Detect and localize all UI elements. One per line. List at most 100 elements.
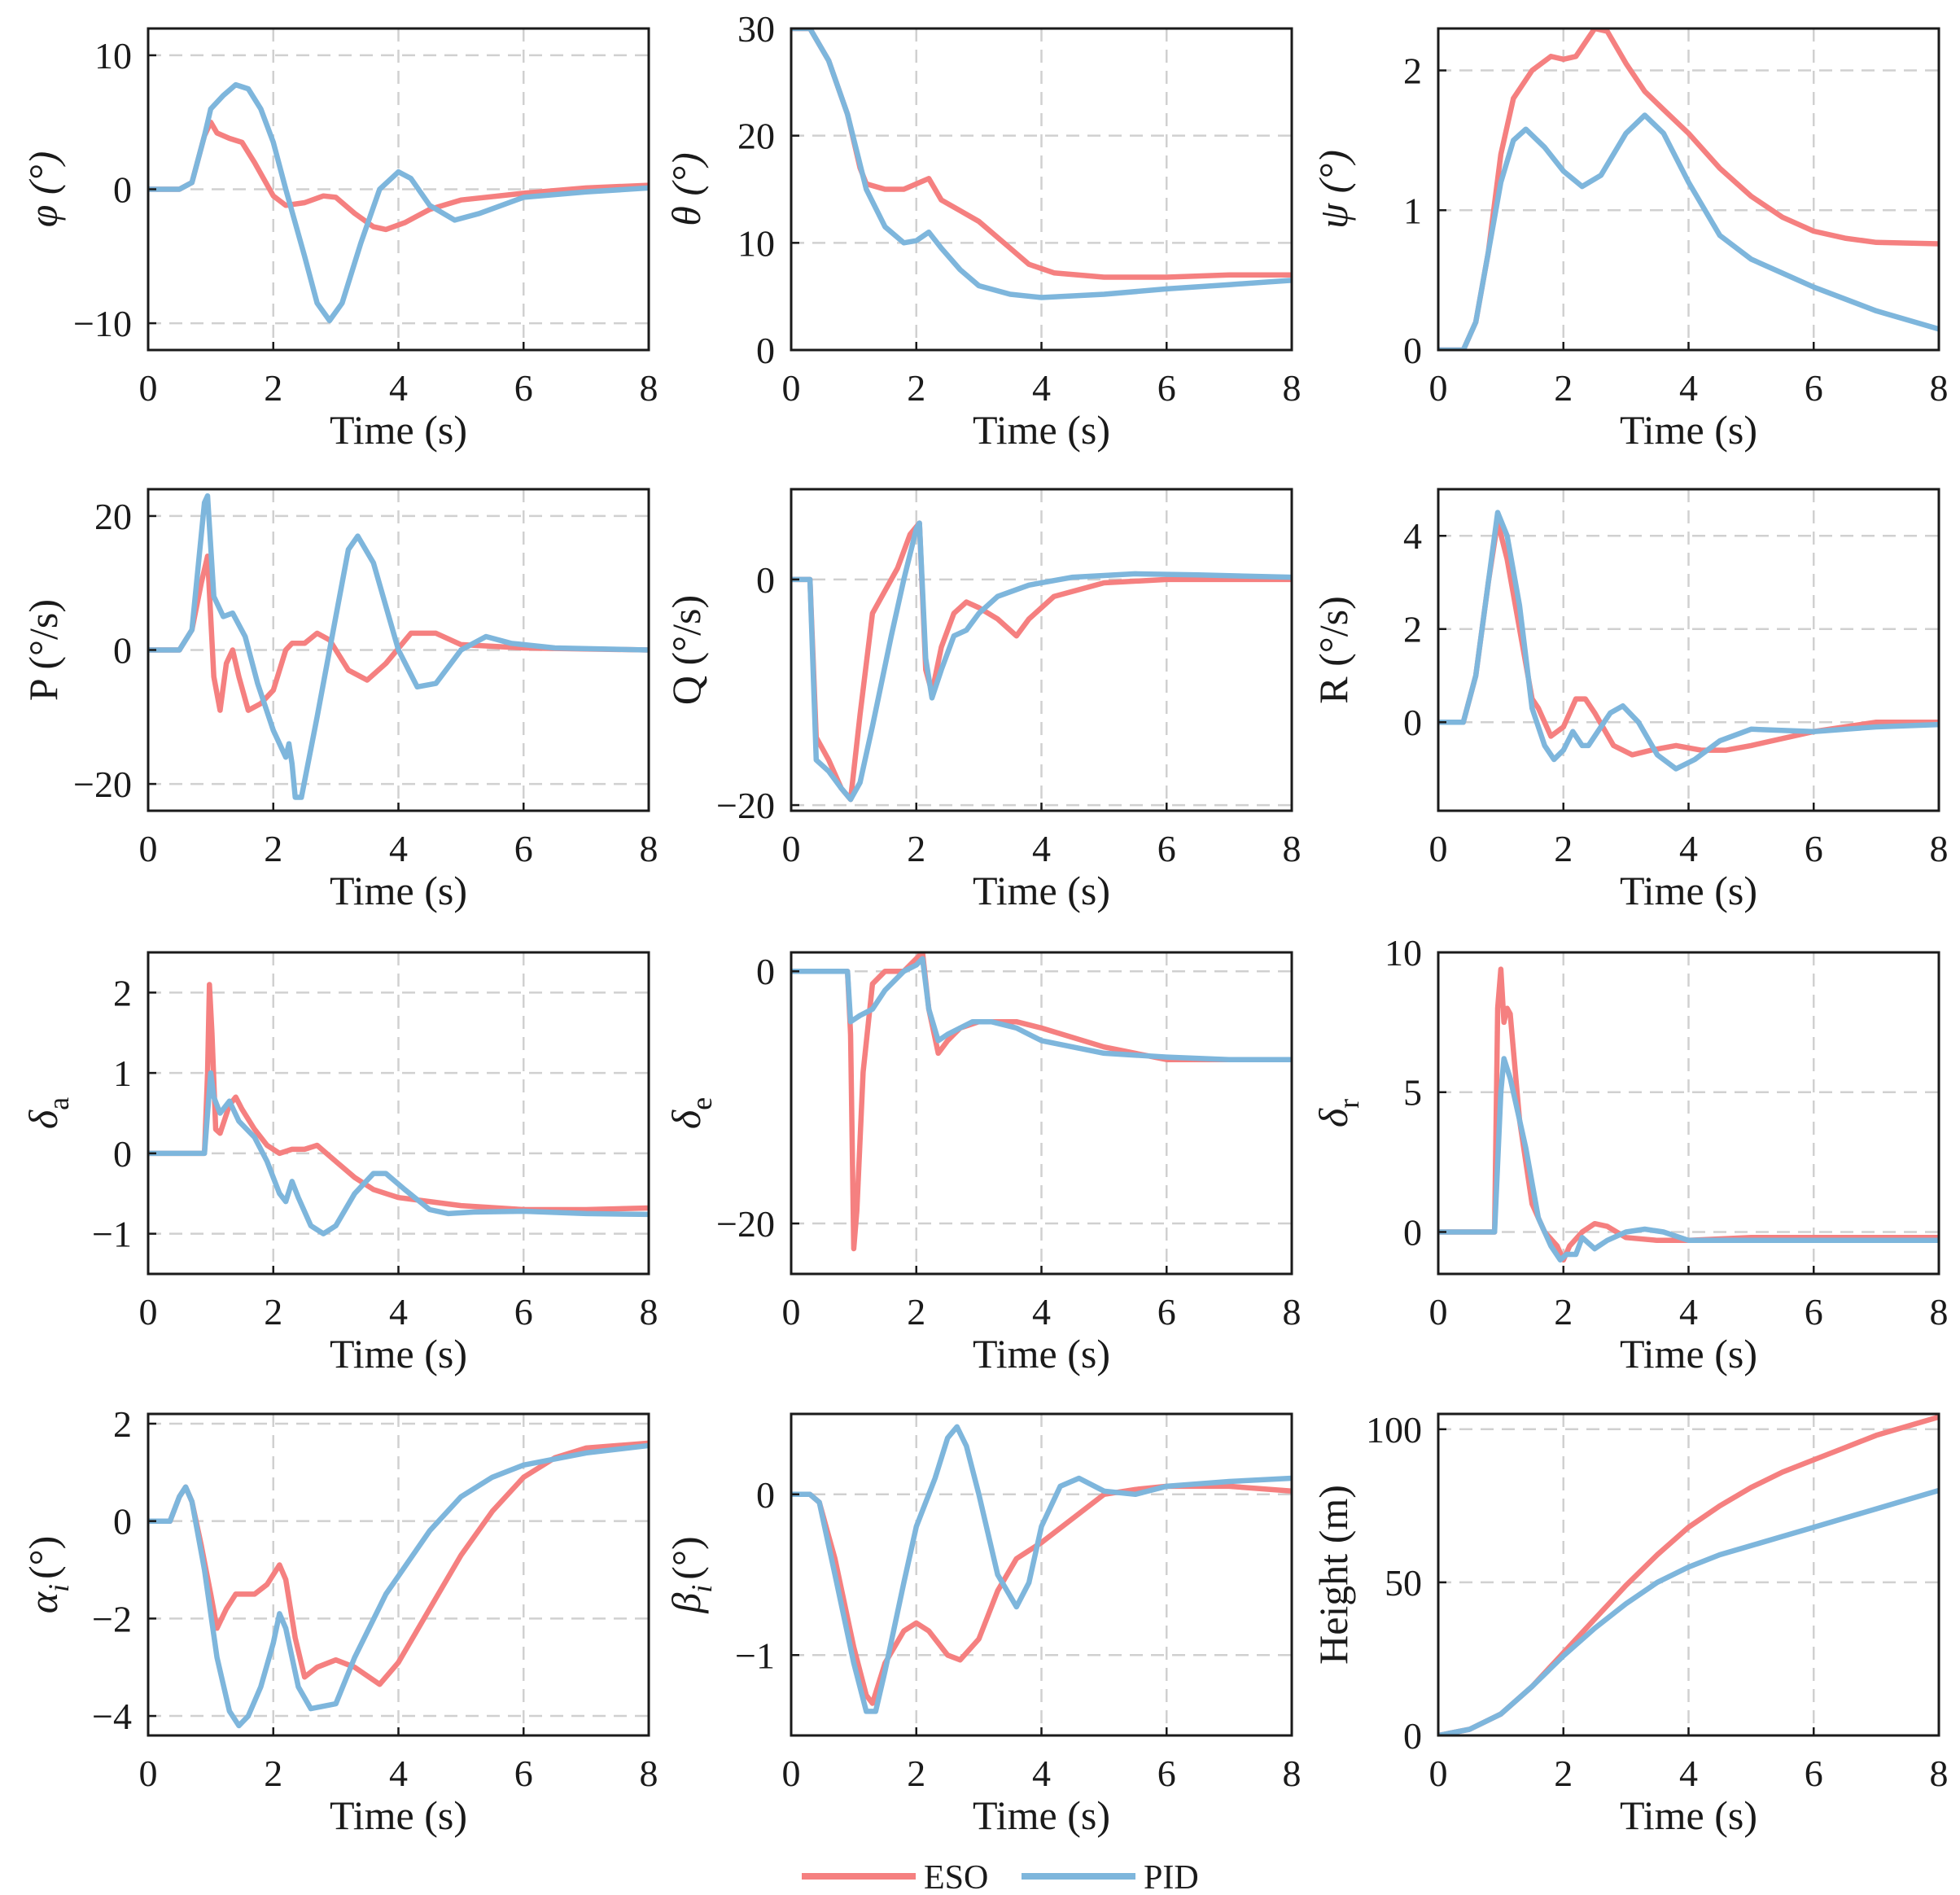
y-axis-label: R (°/s) — [1310, 596, 1356, 704]
series-line-pid — [791, 956, 1292, 1062]
y-tick-label: 2 — [113, 972, 132, 1013]
x-tick-label: 0 — [1429, 1291, 1448, 1333]
x-tick-label: 4 — [1032, 367, 1051, 409]
x-tick-label: 2 — [1554, 828, 1573, 869]
subplot-beta_i: 0 2 4 6 8 −1 0 Time (s) βi(°) — [663, 1412, 1302, 1838]
x-tick-label: 8 — [1283, 828, 1302, 869]
x-tick-label: 6 — [1157, 1753, 1176, 1794]
y-tick-label: −20 — [73, 764, 132, 805]
y-axis-label: φ (°) — [20, 151, 66, 227]
x-tick-label: 2 — [1554, 367, 1573, 409]
series-line-pid — [791, 1424, 1292, 1714]
x-tick-label: 4 — [1679, 1291, 1698, 1333]
series-line-pid — [791, 28, 1292, 300]
x-tick-label: 2 — [264, 1753, 282, 1794]
y-tick-label: 0 — [1403, 1211, 1422, 1253]
x-axis-label: Time (s) — [1620, 1792, 1757, 1838]
y-tick-label: 0 — [756, 559, 775, 601]
legend: ESO PID — [802, 1859, 1199, 1895]
series-line-eso — [791, 28, 1292, 280]
y-tick-label: 10 — [1385, 932, 1422, 974]
x-tick-label: 4 — [389, 1291, 408, 1333]
x-tick-label: 0 — [782, 1291, 801, 1333]
x-axis-label: Time (s) — [330, 868, 467, 913]
x-tick-label: 4 — [1679, 828, 1698, 869]
x-axis-label: Time (s) — [330, 1331, 467, 1376]
x-tick-label: 4 — [389, 367, 408, 409]
x-tick-label: 0 — [782, 1753, 801, 1794]
x-tick-label: 4 — [1032, 1291, 1051, 1333]
y-tick-label: 1 — [1403, 190, 1422, 231]
y-axis-label: ψ (°) — [1310, 150, 1356, 229]
x-tick-label: 2 — [907, 367, 925, 409]
x-tick-label: 0 — [139, 1753, 158, 1794]
y-tick-label: 2 — [113, 1403, 132, 1445]
series-line-pid — [1438, 1056, 1939, 1263]
y-tick-label: −4 — [92, 1696, 132, 1737]
x-tick-label: 8 — [640, 1753, 658, 1794]
y-tick-label: 100 — [1366, 1409, 1422, 1451]
series-line-eso — [148, 982, 649, 1213]
x-tick-label: 6 — [514, 828, 533, 869]
y-tick-label: 0 — [113, 169, 132, 211]
x-tick-label: 6 — [1157, 1291, 1176, 1333]
series-line-pid — [791, 520, 1292, 803]
x-axis-label: Time (s) — [330, 1792, 467, 1838]
legend-label-eso: ESO — [924, 1859, 988, 1895]
series-line-pid — [1438, 1487, 1939, 1735]
y-tick-label: 0 — [1403, 330, 1422, 371]
x-axis-label: Time (s) — [1620, 868, 1757, 913]
x-tick-label: 8 — [1930, 1291, 1949, 1333]
x-tick-label: 0 — [1429, 1753, 1448, 1794]
y-tick-label: 0 — [756, 330, 775, 371]
series-line-pid — [1438, 510, 1939, 772]
x-tick-label: 0 — [139, 367, 158, 409]
y-tick-label: 1 — [113, 1053, 132, 1094]
subplot-delta_e: 0 2 4 6 8 −20 0 Time (s) δe — [663, 951, 1302, 1376]
y-tick-label: 2 — [1403, 50, 1422, 92]
x-tick-label: 4 — [1032, 1753, 1051, 1794]
y-tick-label: 20 — [737, 116, 775, 157]
y-axis-label: Height (m) — [1310, 1485, 1356, 1665]
x-tick-label: 6 — [514, 1291, 533, 1333]
x-tick-label: 6 — [1157, 828, 1176, 869]
x-tick-label: 6 — [1805, 1753, 1823, 1794]
x-tick-label: 8 — [1930, 828, 1949, 869]
x-tick-label: 8 — [1930, 367, 1949, 409]
y-tick-label: 4 — [1403, 515, 1422, 557]
x-tick-label: 2 — [264, 828, 282, 869]
x-tick-label: 6 — [1805, 828, 1823, 869]
y-tick-label: 0 — [1403, 1715, 1422, 1757]
x-tick-label: 0 — [139, 1291, 158, 1333]
y-tick-label: −10 — [73, 303, 132, 344]
y-tick-label: 5 — [1403, 1072, 1422, 1114]
y-tick-label: 0 — [756, 951, 775, 992]
y-tick-label: −1 — [92, 1214, 132, 1255]
x-tick-label: 8 — [1283, 1753, 1302, 1794]
y-tick-label: 30 — [737, 8, 775, 50]
y-tick-label: −2 — [92, 1598, 132, 1639]
y-axis-label: P (°/s) — [20, 599, 66, 701]
y-axis-label: δe — [663, 1097, 718, 1129]
subplot-delta_r: 0 2 4 6 8 0 5 10 Time (s) δr — [1310, 932, 1949, 1376]
subplot-alpha_i: 0 2 4 6 8 −4 −2 0 2 Time (s) αi(°) — [20, 1403, 658, 1838]
y-tick-label: 0 — [113, 1501, 132, 1543]
x-axis-label: Time (s) — [973, 1792, 1110, 1838]
series-line-eso — [148, 554, 649, 713]
subplot-psi: 0 2 4 6 8 0 1 2 Time (s) ψ (°) — [1310, 27, 1949, 453]
series-line-pid — [148, 1442, 649, 1729]
series-line-eso — [1438, 966, 1939, 1263]
x-tick-label: 4 — [1032, 828, 1051, 869]
y-tick-label: 20 — [94, 496, 132, 537]
y-axis-label: δr — [1310, 1099, 1365, 1127]
y-tick-label: 0 — [113, 1133, 132, 1175]
legend-label-pid: PID — [1144, 1859, 1199, 1895]
x-tick-label: 0 — [782, 367, 801, 409]
x-tick-label: 8 — [1283, 367, 1302, 409]
x-axis-label: Time (s) — [1620, 1331, 1757, 1376]
